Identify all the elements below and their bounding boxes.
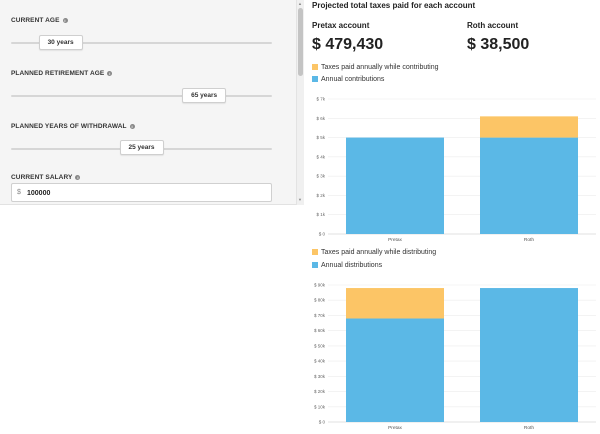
current-salary-field[interactable]: $ <box>11 183 272 202</box>
legend-swatch <box>312 76 318 82</box>
x-tick-label: Roth <box>524 237 534 243</box>
y-tick-label: $ 90k <box>314 283 326 288</box>
y-tick-label: $ 20k <box>314 389 326 394</box>
x-tick-label: Pretax <box>388 237 402 243</box>
current-salary-label: CURRENT SALARY i <box>11 174 81 181</box>
bar-roth-taxes[interactable] <box>480 116 578 138</box>
retirement-age-slider[interactable] <box>11 95 272 97</box>
current-age-label-text: CURRENT AGE <box>11 17 60 24</box>
withdrawal-years-label-text: PLANNED YEARS OF WITHDRAWAL <box>11 123 127 130</box>
scroll-up-icon[interactable]: ▲ <box>298 1 302 6</box>
x-tick-label: Pretax <box>388 425 402 431</box>
scrollbar[interactable]: ▲ ▼ <box>296 0 304 205</box>
results-panel: Projected total taxes paid for each acco… <box>312 0 600 434</box>
roth-total-value: $ 38,500 <box>467 36 530 53</box>
legend-annual-distributions: Annual distributions <box>312 262 382 269</box>
legend-swatch <box>312 249 318 255</box>
y-tick-label: $ 4k <box>316 154 325 159</box>
legend-taxes-distributing: Taxes paid annually while distributing <box>312 249 436 256</box>
legend-label: Taxes paid annually while contributing <box>321 64 439 71</box>
x-tick-label: Roth <box>524 425 534 431</box>
withdrawal-years-label: PLANNED YEARS OF WITHDRAWAL i <box>11 123 135 130</box>
y-tick-label: $ 2k <box>316 193 325 198</box>
y-tick-label: $ 5k <box>316 135 325 140</box>
y-tick-label: $ 40k <box>314 359 326 364</box>
legend-swatch <box>312 262 318 268</box>
pretax-total-value: $ 479,430 <box>312 36 384 53</box>
bar-pretax-taxes[interactable] <box>346 288 444 319</box>
current-age-label: CURRENT AGE i <box>11 17 68 24</box>
y-tick-label: $ 0 <box>319 232 326 237</box>
legend-label: Annual distributions <box>321 262 383 269</box>
y-tick-label: $ 7k <box>316 97 325 102</box>
y-tick-label: $ 30k <box>314 374 326 379</box>
scroll-down-icon[interactable]: ▼ <box>298 197 302 202</box>
current-salary-input[interactable] <box>27 187 227 199</box>
legend-taxes-contributing: Taxes paid annually while contributing <box>312 64 439 71</box>
info-icon[interactable]: i <box>129 123 135 129</box>
retirement-age-label: PLANNED RETIREMENT AGE i <box>11 70 113 77</box>
y-tick-label: $ 3k <box>316 174 325 179</box>
withdrawal-years-slider-handle[interactable]: 25 years <box>119 140 164 155</box>
y-tick-label: $ 10k <box>314 404 326 409</box>
y-tick-label: $ 50k <box>314 343 326 348</box>
results-title: Projected total taxes paid for each acco… <box>312 1 476 10</box>
legend-annual-contributions: Annual contributions <box>312 76 384 83</box>
bar-pretax-base[interactable] <box>346 137 444 234</box>
legend-label: Annual contributions <box>321 76 385 83</box>
contributions-chart: $ 0 $ 1k $ 2k $ 3k $ 4k $ 5k $ 6k $ 7k Pretax Rot… <box>316 97 596 243</box>
current-age-slider[interactable] <box>11 42 272 44</box>
current-salary-label-text: CURRENT SALARY <box>11 174 73 181</box>
y-tick-label: $ 80k <box>314 298 326 303</box>
y-tick-label: $ 0 <box>319 420 326 425</box>
bar-roth-base[interactable] <box>480 137 578 234</box>
input-panel: CURRENT AGE i 30 years PLANNED RETIREMENT… <box>0 0 296 205</box>
scrollbar-thumb[interactable] <box>298 8 303 76</box>
current-age-slider-handle[interactable]: 30 years <box>38 35 83 50</box>
pretax-account-label: Pretax account <box>312 21 370 30</box>
bar-roth-base[interactable] <box>480 288 578 422</box>
y-tick-label: $ 60k <box>314 328 326 333</box>
legend-label: Taxes paid annually while distributing <box>321 249 437 256</box>
y-tick-label: $ 1k <box>316 212 325 217</box>
bar-pretax-base[interactable] <box>346 318 444 422</box>
roth-account-label: Roth account <box>467 21 519 30</box>
info-icon[interactable]: i <box>107 70 113 76</box>
distributions-chart: $ 0 $ 10k $ 20k $ 30k $ 40k $ 50k $ 60k $ 70k $ … <box>314 283 596 431</box>
currency-prefix: $ <box>17 189 21 196</box>
info-icon[interactable]: i <box>62 17 68 23</box>
retirement-age-label-text: PLANNED RETIREMENT AGE <box>11 70 105 77</box>
legend-swatch <box>312 64 318 70</box>
y-tick-label: $ 6k <box>316 116 325 121</box>
y-tick-label: $ 70k <box>314 313 326 318</box>
retirement-age-slider-handle[interactable]: 65 years <box>182 88 227 103</box>
info-icon[interactable]: i <box>75 174 81 180</box>
